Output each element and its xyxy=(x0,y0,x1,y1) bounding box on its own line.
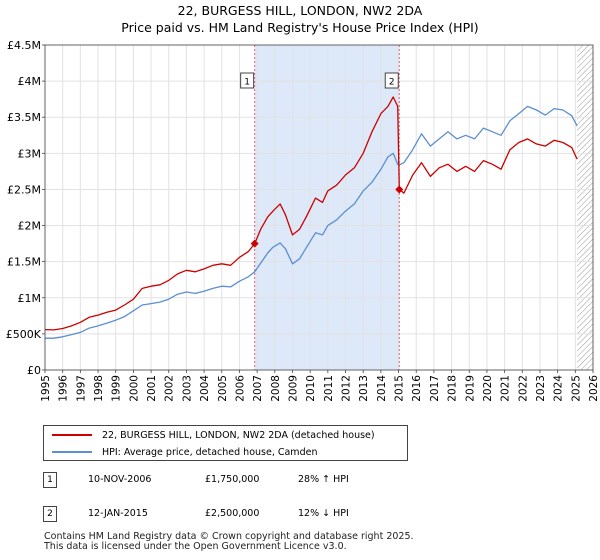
y-tick-label: £0 xyxy=(27,364,41,377)
x-tick-label: 2010 xyxy=(305,375,317,402)
sale-row: 1 10-NOV-2006 £1,750,000 28% ↑ HPI xyxy=(43,472,583,490)
y-tick-label: £500K xyxy=(6,328,42,341)
sale-date: 12-JAN-2015 xyxy=(88,508,148,519)
legend-item-hpi: HPI: Average price, detached house, Camd… xyxy=(52,444,317,460)
x-tick-label: 2009 xyxy=(287,375,299,402)
x-tick-label: 2012 xyxy=(341,375,353,402)
chart-title: 22, BURGESS HILL, LONDON, NW2 2DA xyxy=(177,3,423,18)
footer-line-copyright: Contains HM Land Registry data © Crown c… xyxy=(44,531,414,542)
legend-item-property: 22, BURGESS HILL, LONDON, NW2 2DA (detac… xyxy=(52,427,375,443)
x-tick-label: 2008 xyxy=(270,375,282,402)
legend-swatch-property xyxy=(52,434,92,436)
x-tick-label: 2014 xyxy=(376,375,388,402)
series-line-hpi xyxy=(45,105,578,339)
sale-badge: 2 xyxy=(43,506,57,522)
legend: 22, BURGESS HILL, LONDON, NW2 2DA (detac… xyxy=(43,425,408,461)
y-tick-label: £3M xyxy=(18,147,42,160)
chart-subtitle: Price paid vs. HM Land Registry's House … xyxy=(121,20,479,35)
y-tick-label: £4M xyxy=(18,75,42,88)
x-tick-label: 2022 xyxy=(517,375,529,402)
x-tick-label: 2025 xyxy=(570,375,582,402)
x-tick-label: 2007 xyxy=(252,375,264,402)
x-tick-label: 2000 xyxy=(128,375,140,402)
legend-label-property: 22, BURGESS HILL, LONDON, NW2 2DA (detac… xyxy=(102,429,375,441)
x-tick-label: 2020 xyxy=(482,375,494,402)
x-tick-label: 2024 xyxy=(553,375,565,402)
x-tick-label: 2016 xyxy=(411,375,423,402)
x-tick-label: 2015 xyxy=(394,375,406,402)
x-tick-label: 2021 xyxy=(500,375,512,402)
x-tick-label: 2017 xyxy=(429,375,441,402)
x-tick-label: 2019 xyxy=(464,375,476,402)
sale-row: 2 12-JAN-2015 £2,500,000 12% ↓ HPI xyxy=(43,506,583,524)
x-tick-label: 2011 xyxy=(323,375,335,402)
footer-line-licence: This data is licensed under the Open Gov… xyxy=(44,541,347,552)
x-tick-label: 2013 xyxy=(358,375,370,402)
x-tick-label: 2026 xyxy=(588,375,600,402)
y-tick-label: £3.5M xyxy=(7,111,41,124)
sale-price: £1,750,000 xyxy=(205,474,260,485)
x-tick-label: 2018 xyxy=(447,375,459,402)
annotation-box xyxy=(384,72,399,89)
x-tick-label: 2023 xyxy=(535,375,547,402)
x-tick-label: 2006 xyxy=(234,375,246,402)
sale-marker xyxy=(395,185,404,194)
x-tick-label: 1997 xyxy=(75,375,87,402)
plot-border xyxy=(44,44,594,371)
annotation-label: 1 xyxy=(244,78,250,88)
x-tick-label: 1999 xyxy=(111,375,123,402)
y-tick-label: £1.5M xyxy=(7,256,41,269)
y-tick-label: £4.5M xyxy=(7,39,41,52)
x-tick-label: 2004 xyxy=(199,375,211,402)
legend-label-hpi: HPI: Average price, detached house, Camd… xyxy=(102,446,318,458)
sale-hpi-comparison: 12% ↓ HPI xyxy=(298,508,349,519)
x-tick-label: 1995 xyxy=(40,375,52,402)
shaded-span xyxy=(254,45,400,370)
y-tick-label: £2.5M xyxy=(7,183,41,196)
sale-date: 10-NOV-2006 xyxy=(88,474,152,485)
sale-marker xyxy=(250,239,259,248)
y-tick-label: £2M xyxy=(18,220,42,233)
footer-attribution: Contains HM Land Registry data © Crown c… xyxy=(44,532,414,552)
x-tick-label: 2002 xyxy=(164,375,176,402)
sale-hpi-comparison: 28% ↑ HPI xyxy=(298,474,349,485)
sale-price: £2,500,000 xyxy=(205,508,260,519)
sale-badge: 1 xyxy=(43,472,57,488)
chart-title-block: 22, BURGESS HILL, LONDON, NW2 2DA Price … xyxy=(0,2,600,36)
annotation-box xyxy=(240,72,255,89)
forecast-hatch-area xyxy=(577,45,593,370)
x-tick-label: 2001 xyxy=(146,375,158,402)
x-tick-label: 2005 xyxy=(217,375,229,402)
annotation-label: 2 xyxy=(389,78,395,88)
x-tick-label: 1996 xyxy=(58,375,70,402)
series-line-property xyxy=(44,96,578,331)
x-tick-label: 2003 xyxy=(181,375,193,402)
y-tick-label: £1M xyxy=(18,292,42,305)
price-chart: 1 2 1995 1996 1997 1998 1999 2000 2001 2002 2003 2… xyxy=(6,39,600,402)
legend-swatch-hpi xyxy=(52,451,92,453)
x-tick-label: 1998 xyxy=(93,375,105,402)
